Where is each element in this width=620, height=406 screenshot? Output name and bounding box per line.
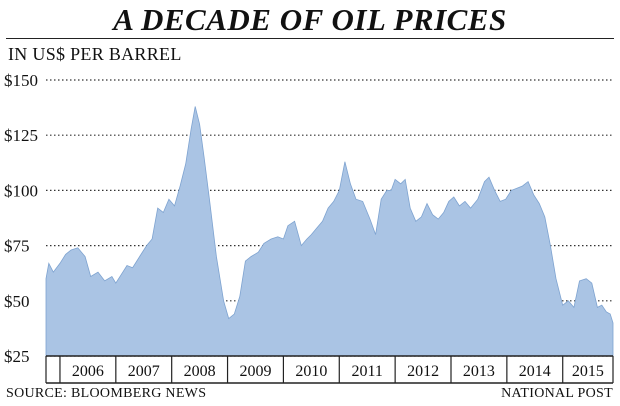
chart-subtitle: IN US$ PER BARREL bbox=[8, 44, 182, 64]
y-tick-label: $25 bbox=[4, 347, 30, 366]
title-divider bbox=[6, 38, 614, 39]
x-axis: 2006 2007 2008 2009 2010 2011 2012 2013 2014 2015 bbox=[45, 355, 614, 384]
year-label: 2010 bbox=[295, 363, 327, 380]
y-axis-labels: $25 $50 $75 $100 $125 $150 bbox=[4, 71, 38, 366]
y-tick-label: $100 bbox=[4, 181, 38, 200]
chart-title: A DECADE OF OIL PRICES bbox=[113, 2, 507, 37]
y-tick-label: $50 bbox=[4, 292, 30, 311]
y-tick-label: $125 bbox=[4, 126, 38, 145]
publisher-credit: NATIONAL POST bbox=[501, 386, 613, 401]
y-tick-label: $75 bbox=[4, 237, 30, 256]
year-label: 2007 bbox=[128, 363, 160, 380]
year-label: 2009 bbox=[239, 363, 271, 380]
y-tick-label: $150 bbox=[4, 71, 38, 90]
price-area bbox=[45, 106, 614, 357]
year-label: 2013 bbox=[463, 363, 495, 380]
year-label: 2008 bbox=[184, 363, 216, 380]
year-label: 2011 bbox=[352, 363, 383, 380]
year-label: 2006 bbox=[72, 363, 104, 380]
source-note: SOURCE: BLOOMBERG NEWS bbox=[6, 386, 207, 401]
year-label: 2015 bbox=[572, 363, 604, 380]
year-label: 2012 bbox=[407, 363, 439, 380]
year-label: 2014 bbox=[519, 363, 551, 380]
